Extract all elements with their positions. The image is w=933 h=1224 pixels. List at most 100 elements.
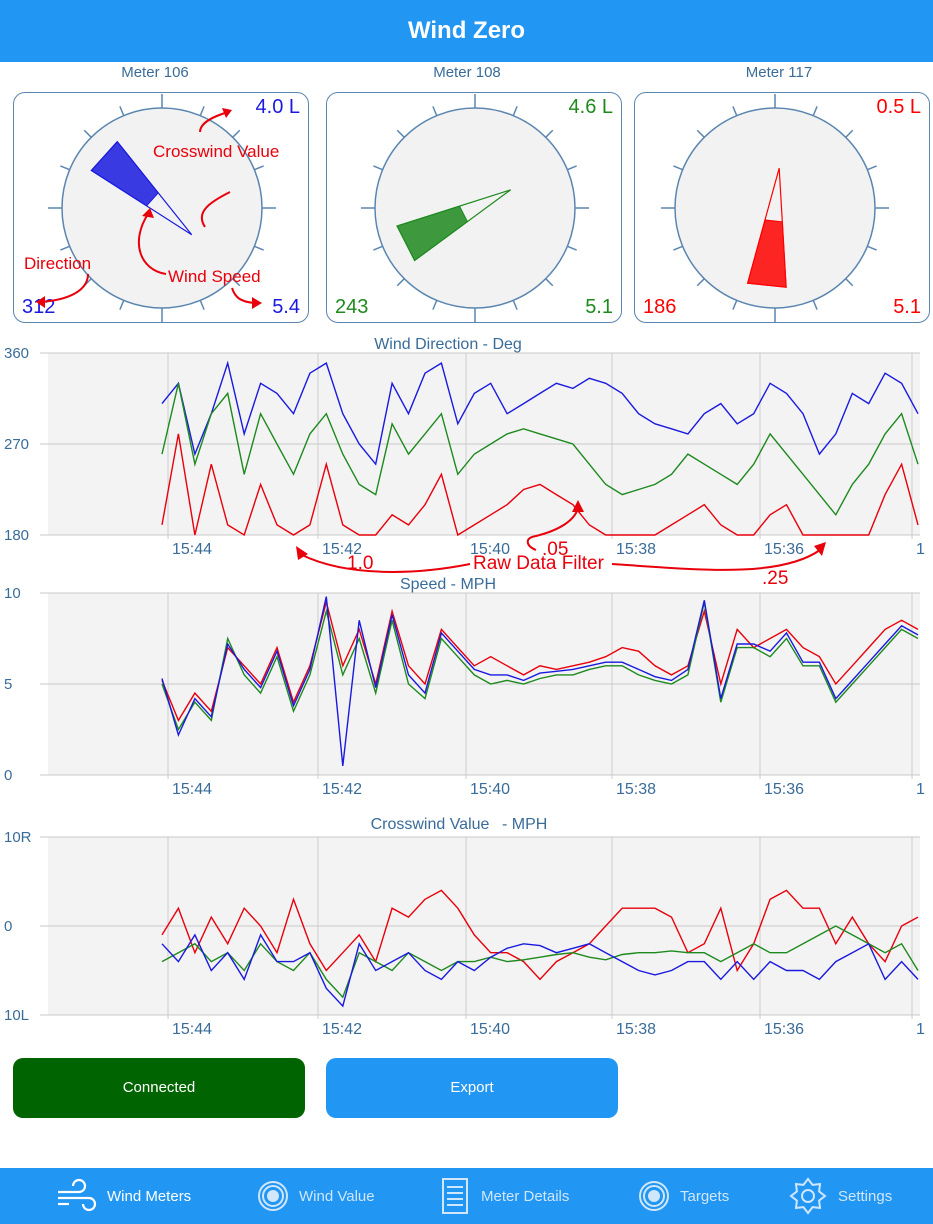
wind-icon — [58, 1178, 97, 1212]
speed-value: 5.1 — [585, 296, 613, 318]
series-line-0 — [161, 599, 919, 722]
x-tick-label: 15:38 — [616, 1021, 656, 1038]
chart-title-unit: - MPH — [502, 816, 547, 833]
compass-tick — [673, 245, 683, 251]
compass-tick — [232, 129, 241, 138]
compass-tick — [867, 165, 877, 171]
wind-compass-106 — [48, 94, 276, 322]
x-tick-label: 15:40 — [470, 781, 510, 795]
compass-tick — [867, 245, 877, 251]
x-tick-label: 15:42 — [322, 1021, 362, 1038]
meter-label-106: Meter 106 — [121, 64, 189, 81]
compass-tick — [732, 300, 738, 310]
chart-title: Crosswind Value — [371, 816, 490, 833]
gear-icon — [789, 1177, 827, 1215]
compass-tick — [119, 300, 125, 310]
tab-settings[interactable]: Settings — [786, 1168, 892, 1224]
tab-bar: Wind Meters Wind Value Meter Details Tar… — [0, 1168, 933, 1224]
compass-tick — [373, 165, 383, 171]
tab-label: Wind Meters — [107, 1187, 192, 1205]
compass-dial — [374, 107, 576, 309]
x-tick-label: 15:44 — [172, 781, 212, 795]
series-line-0 — [161, 360, 919, 466]
compass-tick — [60, 245, 70, 251]
annotation-filter-25: .25 — [762, 568, 788, 589]
x-tick-label: 15:36 — [764, 781, 804, 795]
meter-label-108: Meter 108 — [433, 64, 501, 81]
chart-title: Speed - MPH — [400, 576, 496, 593]
y-tick-label: 10R — [4, 829, 32, 846]
chart-title: Wind Direction - Deg — [374, 336, 522, 353]
compass-tick — [60, 165, 70, 171]
x-tick-label: 1 — [916, 781, 925, 795]
wind-direction-chart: Wind Direction - Deg 360 270 180 15:44 15:42 1… — [0, 335, 933, 555]
direction-value: 186 — [643, 296, 677, 318]
wind-wedge-fill — [747, 219, 787, 288]
compass-tick — [567, 245, 577, 251]
export-button[interactable]: Export — [326, 1058, 618, 1118]
annotation-direction: Direction — [24, 254, 91, 273]
compass-tick — [673, 165, 683, 171]
series-line-2 — [161, 433, 919, 537]
compass-tick — [254, 165, 264, 171]
y-tick-label: 0 — [4, 918, 12, 935]
meter-card-108[interactable]: 4.6 L 243 5.1 — [326, 92, 622, 323]
crosswind-value: 4.6 L — [568, 96, 613, 118]
meter-label-117: Meter 117 — [745, 64, 813, 81]
target-icon — [639, 1181, 669, 1211]
compass-tick — [199, 106, 205, 116]
compass-tick — [567, 165, 577, 171]
tab-meter-details[interactable]: Meter Details — [437, 1168, 569, 1224]
meter-card-117[interactable]: 0.5 L 186 5.1 — [634, 92, 930, 323]
series-line-1 — [161, 925, 919, 999]
list-icon — [442, 1178, 468, 1214]
tab-label: Meter Details — [481, 1187, 570, 1205]
target-icon — [258, 1181, 288, 1211]
x-tick-label: 1 — [916, 541, 925, 555]
compass-tick — [512, 106, 518, 116]
compass-tick — [119, 106, 125, 116]
y-tick-label: 5 — [4, 676, 12, 693]
compass-tick — [232, 278, 241, 287]
series-line-2 — [161, 596, 919, 766]
crosswind-value: 0.5 L — [876, 96, 921, 118]
annotation-wind-speed: Wind Speed — [168, 267, 261, 286]
compass-tick — [432, 106, 438, 116]
y-tick-label: 360 — [4, 345, 29, 362]
x-tick-label: 15:36 — [764, 541, 804, 555]
meter-annotations: Crosswind Value Direction Wind Speed — [24, 108, 279, 309]
compass-tick — [432, 300, 438, 310]
series-line-0 — [161, 889, 919, 981]
tab-label: Settings — [838, 1187, 893, 1205]
compass-tick — [845, 129, 854, 138]
crosswind-chart: Crosswind Value - MPH 10R 0 10L 15:44 15:42 15:… — [0, 815, 933, 1045]
meter-card-106[interactable]: 4.0 L 312 5.4 — [13, 92, 309, 323]
y-tick-label: 0 — [4, 767, 12, 784]
tab-label: Wind Value — [299, 1187, 375, 1205]
speed-value: 5.4 — [272, 296, 300, 318]
compass-tick — [512, 300, 518, 310]
tab-wind-meters[interactable]: Wind Meters — [55, 1168, 191, 1224]
x-tick-label: 15:42 — [322, 781, 362, 795]
x-tick-label: 15:44 — [172, 1021, 212, 1038]
x-tick-label: 15:40 — [470, 1021, 510, 1038]
x-tick-label: 15:38 — [616, 541, 656, 555]
series-line-1 — [161, 383, 919, 517]
tab-wind-value[interactable]: Wind Value — [255, 1168, 375, 1224]
compass-tick — [812, 300, 818, 310]
speed-value: 5.1 — [893, 296, 921, 318]
x-tick-label: 15:36 — [764, 1021, 804, 1038]
connected-button[interactable]: Connected — [13, 1058, 305, 1118]
series-line-2 — [161, 933, 919, 1008]
compass-tick — [396, 129, 405, 138]
tab-label: Targets — [680, 1187, 730, 1205]
wind-wedge-fill — [396, 205, 469, 262]
compass-tick — [254, 245, 264, 251]
compass-tick — [812, 106, 818, 116]
annotation-filter-05: .05 — [542, 539, 568, 560]
annotation-crosswind: Crosswind Value — [153, 142, 279, 161]
tab-targets[interactable]: Targets — [636, 1168, 729, 1224]
compass-tick — [396, 278, 405, 287]
wind-wedge-fill — [90, 140, 159, 207]
compass-tick — [373, 245, 383, 251]
